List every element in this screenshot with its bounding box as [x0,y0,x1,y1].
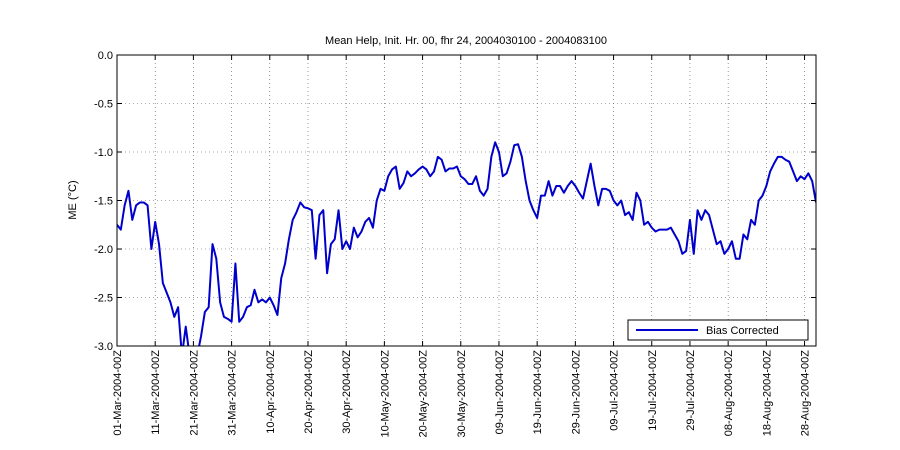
x-tick-label: 01-Mar-2004-00Z [112,350,124,436]
y-tick-label: 0.0 [98,50,113,62]
y-tick-label: -1.0 [94,147,113,159]
x-tick-label: 19-Jul-2004-00Z [647,350,659,431]
x-tick-label: 11-Mar-2004-00Z [150,350,162,435]
y-axis-label: ME (°C) [67,180,79,219]
legend: Bias Corrected [627,319,809,341]
x-tick-label: 10-Apr-2004-00Z [265,350,277,434]
x-tick-label: 29-Jun-2004-00Z [570,350,582,435]
x-tick-label: 18-Aug-2004-00Z [761,350,773,437]
chart-title: Mean Help, Init. Hr. 00, fhr 24, 2004030… [325,35,607,47]
x-tick-label: 19-Jun-2004-00Z [532,350,544,435]
legend-box [627,319,809,341]
lines [117,141,816,346]
x-tick-label: 09-Jul-2004-00Z [609,350,621,431]
x-tick-label: 29-Jul-2004-00Z [685,350,697,431]
ticks: 0.0 -0.5 -1.0 -1.5 -2.0 -2.5 -3.001-Mar-2004-0… [94,50,816,437]
y-tick-label: -2.0 [94,244,113,256]
x-tick-label: 20-Apr-2004-00Z [303,350,315,434]
y-tick-label: -3.0 [94,341,113,353]
x-tick-label: 28-Aug-2004-00Z [800,350,812,437]
y-tick-label: -2.5 [94,293,113,305]
x-tick-label: 31-Mar-2004-00Z [227,350,239,436]
x-tick-label: 08-Aug-2004-00Z [723,350,735,437]
series-line [117,141,816,346]
x-tick-label: 30-Apr-2004-00Z [341,350,353,434]
y-tick-label: -1.5 [94,196,113,208]
legend-label: Bias Corrected [706,325,779,337]
x-tick-label: 09-Jun-2004-00Z [494,350,506,435]
x-tick-label: 21-Mar-2004-00Z [188,350,200,436]
x-tick-label: 30-May-2004-00Z [456,350,468,438]
y-tick-label: -0.5 [94,99,113,111]
x-tick-label: 10-May-2004-00Z [379,350,391,438]
x-tick-label: 20-May-2004-00Z [418,350,430,438]
